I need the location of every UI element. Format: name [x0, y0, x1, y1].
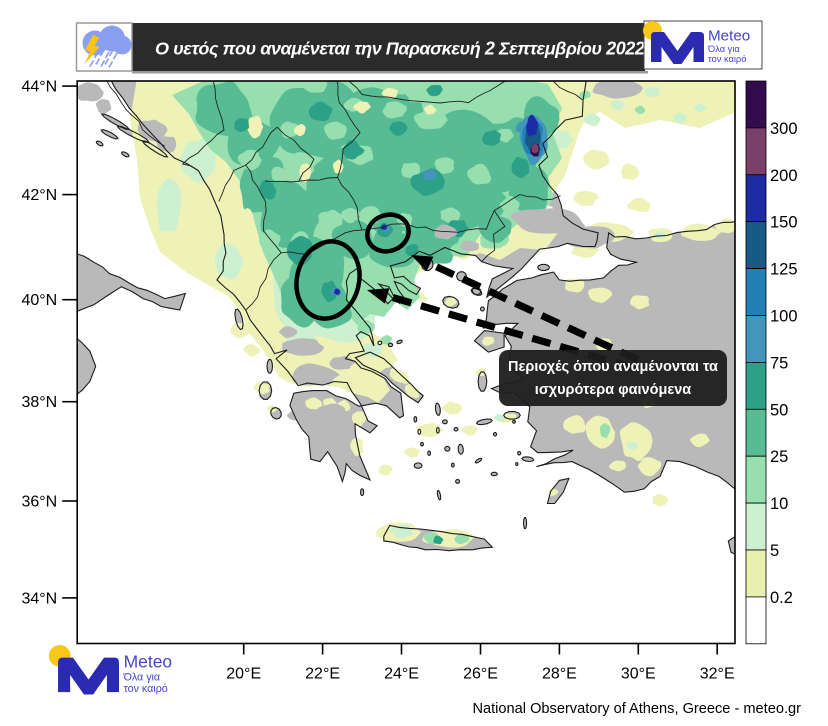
svg-text:Περιοχές όπου αναμένονται τα: Περιοχές όπου αναμένονται τα — [508, 359, 718, 375]
svg-text:50: 50 — [770, 401, 788, 419]
svg-text:Meteo: Meteo — [708, 28, 750, 45]
svg-text:44°N: 44°N — [21, 79, 57, 96]
svg-text:τον καιρό: τον καιρό — [124, 683, 168, 695]
svg-text:26°E: 26°E — [463, 666, 498, 683]
svg-text:5: 5 — [770, 542, 779, 560]
svg-text:0.2: 0.2 — [770, 589, 793, 607]
svg-text:20°E: 20°E — [226, 666, 261, 683]
svg-text:300: 300 — [770, 120, 798, 138]
svg-text:125: 125 — [770, 261, 798, 279]
svg-text:100: 100 — [770, 308, 798, 326]
svg-text:Όλα για: Όλα για — [707, 44, 740, 54]
svg-text:28°E: 28°E — [542, 666, 577, 683]
svg-text:τον καιρό: τον καιρό — [708, 54, 746, 64]
svg-text:Όλα για: Όλα για — [123, 672, 161, 684]
svg-text:40°N: 40°N — [21, 292, 57, 309]
svg-text:Meteo: Meteo — [124, 651, 173, 671]
svg-text:25: 25 — [770, 448, 788, 466]
svg-text:75: 75 — [770, 354, 788, 372]
svg-text:150: 150 — [770, 214, 798, 232]
svg-text:36°N: 36°N — [21, 494, 57, 511]
svg-text:42°N: 42°N — [21, 187, 57, 204]
svg-text:24°E: 24°E — [384, 666, 419, 683]
svg-text:10: 10 — [770, 495, 788, 513]
svg-text:30°E: 30°E — [621, 666, 656, 683]
svg-text:ισχυρότερα φαινόμενα: ισχυρότερα φαινόμενα — [535, 382, 691, 398]
svg-text:34°N: 34°N — [21, 590, 57, 607]
svg-text:Ο υετός που αναμένεται την Παρ: Ο υετός που αναμένεται την Παρασκευή 2 Σ… — [155, 39, 645, 59]
svg-text:38°N: 38°N — [21, 394, 57, 411]
svg-text:22°E: 22°E — [305, 666, 340, 683]
svg-text:200: 200 — [770, 167, 798, 185]
svg-text:National Observatory of Athens: National Observatory of Athens, Greece -… — [472, 701, 801, 717]
svg-text:32°E: 32°E — [700, 666, 735, 683]
